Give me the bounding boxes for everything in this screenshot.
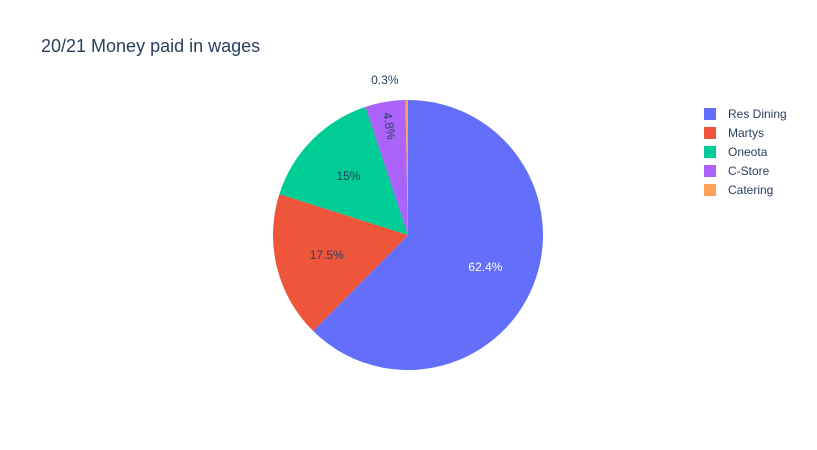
legend-item-oneota[interactable]: Oneota bbox=[704, 145, 768, 159]
pie-slice-labels: 62.4% 17.5% 15% 4.8% 0.3% bbox=[310, 73, 503, 274]
legend-item-c-store[interactable]: C-Store bbox=[704, 164, 770, 178]
legend-swatch-martys bbox=[704, 127, 716, 139]
pie-slice-catering[interactable] bbox=[405, 100, 408, 235]
chart-title: 20/21 Money paid in wages bbox=[41, 36, 260, 56]
legend-item-res-dining[interactable]: Res Dining bbox=[704, 107, 787, 121]
legend-label-martys: Martys bbox=[728, 126, 764, 140]
legend-label-res-dining: Res Dining bbox=[728, 107, 787, 121]
slice-label-c-store: 4.8% bbox=[380, 111, 398, 141]
legend-swatch-oneota bbox=[704, 146, 716, 158]
legend-item-martys[interactable]: Martys bbox=[704, 126, 764, 140]
pie-slice-martys[interactable] bbox=[273, 194, 408, 332]
slice-label-res-dining: 62.4% bbox=[468, 260, 502, 274]
legend-label-c-store: C-Store bbox=[728, 164, 770, 178]
slice-label-oneota: 15% bbox=[336, 169, 360, 183]
legend: Res Dining Martys Oneota C-Store Catering bbox=[704, 107, 787, 197]
legend-label-catering: Catering bbox=[728, 183, 773, 197]
legend-label-oneota: Oneota bbox=[728, 145, 768, 159]
pie-slices bbox=[273, 100, 544, 371]
slice-label-martys: 17.5% bbox=[310, 248, 344, 262]
legend-swatch-catering bbox=[704, 184, 716, 196]
pie-slice-oneota[interactable] bbox=[279, 106, 408, 236]
legend-swatch-res-dining bbox=[704, 108, 716, 120]
pie-slice-res-dining[interactable] bbox=[313, 100, 544, 371]
legend-item-catering[interactable]: Catering bbox=[704, 183, 773, 197]
legend-swatch-c-store bbox=[704, 165, 716, 177]
pie-slice-c-store[interactable] bbox=[365, 100, 408, 235]
slice-label-catering: 0.3% bbox=[371, 73, 399, 87]
